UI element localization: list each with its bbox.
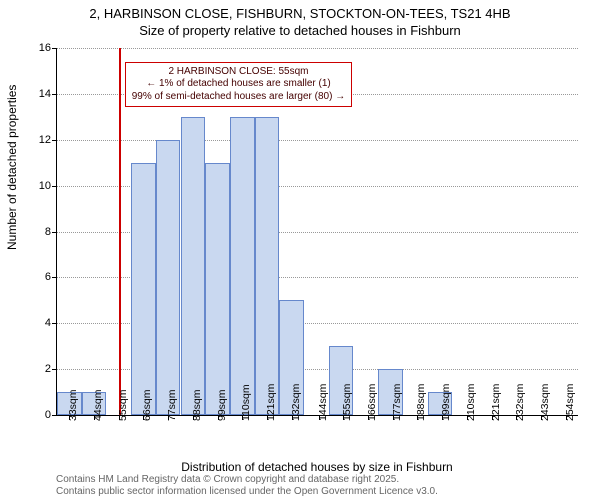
annotation-line2: ← 1% of detached houses are smaller (1) xyxy=(132,78,345,91)
ytick-label: 4 xyxy=(45,317,51,329)
histogram-bar xyxy=(205,163,230,415)
xtick-label: 199sqm xyxy=(440,384,452,421)
gridline xyxy=(57,48,578,49)
xtick-label: 88sqm xyxy=(191,389,203,421)
chart-title-line1: 2, HARBINSON CLOSE, FISHBURN, STOCKTON-O… xyxy=(0,6,600,23)
xtick-label: 177sqm xyxy=(391,384,403,421)
ytick-label: 6 xyxy=(45,271,51,283)
ytick-mark xyxy=(52,323,57,324)
xtick-label: 232sqm xyxy=(514,384,526,421)
x-axis-label: Distribution of detached houses by size … xyxy=(56,460,578,474)
ytick-mark xyxy=(52,140,57,141)
ytick-label: 8 xyxy=(45,226,51,238)
xtick-label: 110sqm xyxy=(240,384,252,421)
y-axis-label: Number of detached properties xyxy=(5,85,19,250)
histogram-bar xyxy=(181,117,206,415)
xtick-label: 55sqm xyxy=(117,389,129,421)
footer-line2: Contains public sector information licen… xyxy=(56,486,438,498)
xtick-label: 210sqm xyxy=(465,384,477,421)
ytick-label: 14 xyxy=(39,88,51,100)
xtick-label: 155sqm xyxy=(341,384,353,421)
ytick-mark xyxy=(52,232,57,233)
ytick-mark xyxy=(52,415,57,416)
annotation-box: 2 HARBINSON CLOSE: 55sqm← 1% of detached… xyxy=(125,62,352,108)
ytick-label: 2 xyxy=(45,363,51,375)
reference-line xyxy=(119,48,121,415)
chart-title-block: 2, HARBINSON CLOSE, FISHBURN, STOCKTON-O… xyxy=(0,0,600,40)
xtick-label: 77sqm xyxy=(166,389,178,421)
xtick-label: 66sqm xyxy=(141,389,153,421)
ytick-label: 16 xyxy=(39,42,51,54)
histogram-bar xyxy=(156,140,181,415)
chart-title-line2: Size of property relative to detached ho… xyxy=(0,23,600,40)
xtick-label: 188sqm xyxy=(415,384,427,421)
ytick-label: 10 xyxy=(39,180,51,192)
annotation-line3: 99% of semi-detached houses are larger (… xyxy=(132,91,345,104)
histogram-bar xyxy=(131,163,156,415)
histogram-bar xyxy=(230,117,255,415)
annotation-line1: 2 HARBINSON CLOSE: 55sqm xyxy=(132,66,345,79)
ytick-mark xyxy=(52,186,57,187)
histogram-bar xyxy=(255,117,280,415)
xtick-label: 166sqm xyxy=(366,384,378,421)
ytick-mark xyxy=(52,48,57,49)
gridline xyxy=(57,140,578,141)
xtick-label: 99sqm xyxy=(216,389,228,421)
xtick-label: 44sqm xyxy=(92,389,104,421)
xtick-label: 144sqm xyxy=(317,384,329,421)
ytick-label: 12 xyxy=(39,134,51,146)
xtick-label: 221sqm xyxy=(490,384,502,421)
ytick-mark xyxy=(52,369,57,370)
ytick-label: 0 xyxy=(45,409,51,421)
xtick-label: 33sqm xyxy=(67,389,79,421)
xtick-label: 254sqm xyxy=(564,384,576,421)
footer-line1: Contains HM Land Registry data © Crown c… xyxy=(56,474,438,486)
ytick-mark xyxy=(52,277,57,278)
xtick-label: 132sqm xyxy=(290,384,302,421)
footer: Contains HM Land Registry data © Crown c… xyxy=(56,474,438,498)
plot-area: 024681012141633sqm44sqm55sqm66sqm77sqm88… xyxy=(56,48,578,416)
ytick-mark xyxy=(52,94,57,95)
chart-container: 2, HARBINSON CLOSE, FISHBURN, STOCKTON-O… xyxy=(0,0,600,500)
xtick-label: 121sqm xyxy=(265,384,277,421)
xtick-label: 243sqm xyxy=(539,384,551,421)
